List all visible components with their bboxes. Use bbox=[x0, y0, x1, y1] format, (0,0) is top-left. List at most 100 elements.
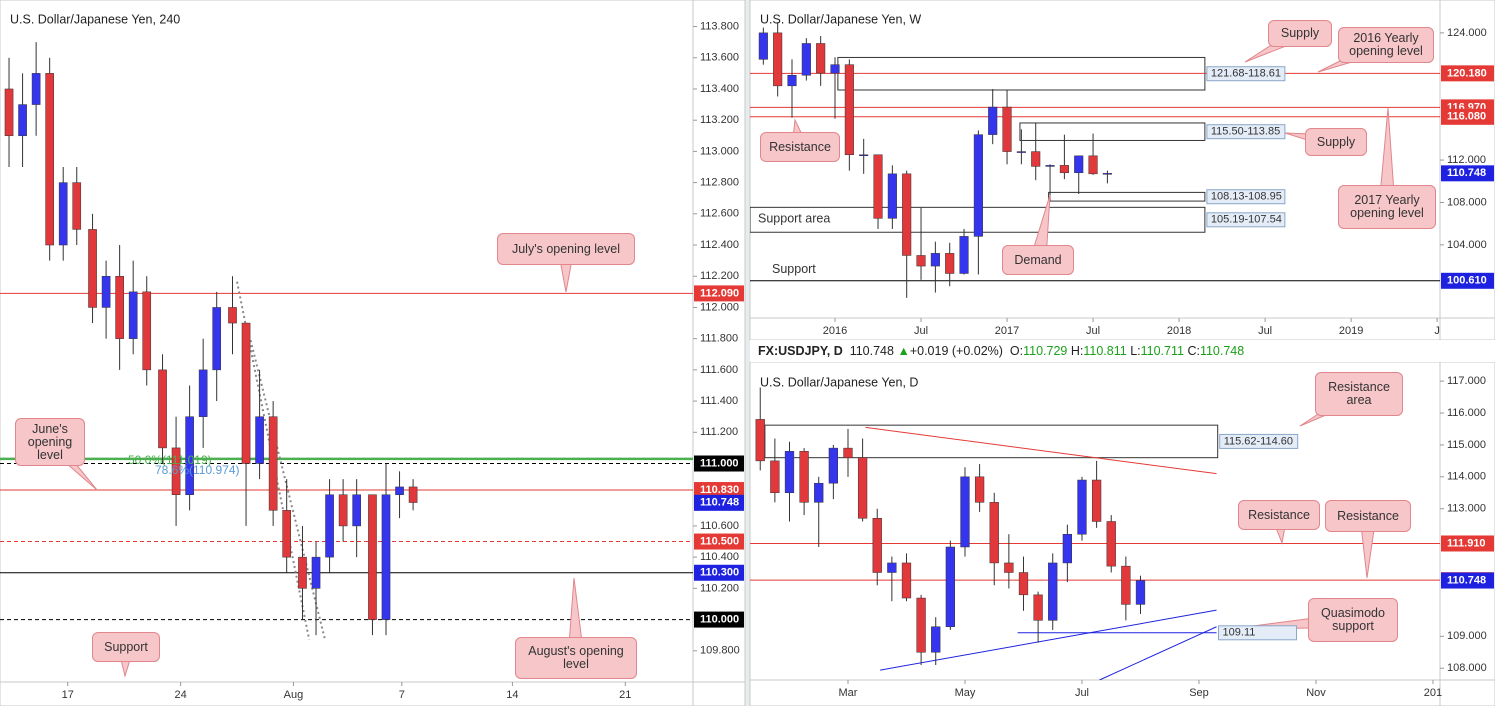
price-label bbox=[1441, 165, 1494, 182]
y-tick-label: 112.000 bbox=[700, 301, 739, 313]
y-tick-label: 112.200 bbox=[700, 270, 739, 282]
price-label-text: 120.180 bbox=[1447, 67, 1487, 79]
price-label bbox=[694, 533, 744, 550]
candle-body bbox=[395, 486, 404, 495]
candle-body bbox=[31, 73, 41, 105]
y-tick-label: 110.400 bbox=[700, 551, 739, 563]
price-label-text: 110.748 bbox=[700, 497, 739, 509]
x-tick-label: 2018 bbox=[1167, 325, 1191, 337]
zone-name: Support area bbox=[758, 212, 830, 226]
candle-body bbox=[45, 73, 54, 246]
l-label: L: bbox=[1130, 344, 1141, 358]
x-tick-label: 2016 bbox=[823, 325, 847, 337]
price-label-text: 110.830 bbox=[700, 484, 739, 496]
candle-body bbox=[828, 447, 838, 484]
zone bbox=[1048, 191, 1206, 202]
candle-body bbox=[1048, 562, 1058, 621]
zone-label-box bbox=[1206, 212, 1286, 228]
candle-body bbox=[799, 451, 809, 503]
candle-body bbox=[1106, 521, 1116, 567]
candle-body bbox=[843, 447, 853, 458]
candle-body bbox=[255, 416, 264, 464]
candle-body bbox=[945, 546, 955, 627]
candle-body bbox=[1031, 151, 1041, 167]
candle-body bbox=[814, 482, 824, 503]
zone-label-box bbox=[1206, 66, 1286, 82]
candle-body bbox=[142, 291, 152, 371]
candle-body bbox=[88, 229, 97, 308]
candle-body bbox=[352, 494, 361, 527]
plot: 50.0%(111.019)78.6%(110.974) bbox=[0, 42, 693, 641]
h-label: H: bbox=[1070, 344, 1084, 358]
price-label-text: 110.300 bbox=[700, 567, 739, 579]
y-tick-label: 110.600 bbox=[700, 520, 739, 532]
x-tick-label: May bbox=[955, 687, 976, 699]
price-label-text: 111.910 bbox=[1447, 537, 1486, 549]
trend-line bbox=[249, 339, 327, 641]
price-label-text: 110.748 bbox=[1447, 167, 1486, 179]
y-tick-label: 114.000 bbox=[1447, 471, 1486, 483]
candle-body bbox=[212, 307, 222, 371]
axes: 113.800 113.600 113.400 113.200 113.000 112.8… bbox=[62, 20, 744, 701]
candle-body bbox=[1121, 565, 1131, 605]
zone-label: 109.11 bbox=[1223, 627, 1256, 639]
x-tick-label: 14 bbox=[506, 689, 518, 701]
candle-body bbox=[844, 64, 854, 156]
candle-body bbox=[1059, 165, 1069, 174]
candle-body bbox=[758, 32, 768, 60]
candle-body bbox=[1088, 155, 1098, 175]
y-tick-label: 112.000 bbox=[1447, 154, 1486, 166]
y-tick-label: 124.000 bbox=[1447, 27, 1487, 39]
price-label bbox=[1441, 65, 1494, 82]
candle-body bbox=[859, 154, 869, 157]
y-tick-label: 113.400 bbox=[700, 83, 739, 95]
candle-body bbox=[930, 253, 940, 267]
callout: July's opening level bbox=[497, 233, 635, 265]
c-label: C: bbox=[1187, 344, 1200, 358]
candle-body bbox=[1077, 479, 1087, 535]
price-label-text: 110.500 bbox=[700, 535, 739, 547]
chart-title: U.S. Dollar/Japanese Yen, W bbox=[760, 12, 921, 26]
y-tick-label: 110.200 bbox=[700, 582, 739, 594]
candle-body bbox=[228, 307, 237, 324]
candle-body bbox=[298, 556, 307, 589]
price-label bbox=[1441, 272, 1494, 289]
symbol: FX:USDJPY, D bbox=[758, 344, 843, 358]
plot: Support area Support bbox=[750, 22, 1440, 298]
candle-body bbox=[887, 173, 897, 219]
y-tick-label: 115.000 bbox=[1447, 439, 1486, 451]
y-tick-label: 109.000 bbox=[1447, 630, 1487, 642]
price-label-text: 100.610 bbox=[1447, 275, 1487, 287]
y-tick-label: 113.200 bbox=[700, 114, 739, 126]
candle-body bbox=[4, 88, 14, 137]
candle-body bbox=[816, 43, 826, 74]
candle-body bbox=[787, 75, 797, 87]
price-label bbox=[694, 482, 744, 499]
candle-body bbox=[1091, 479, 1102, 522]
y-tick-label: 113.000 bbox=[700, 145, 739, 157]
o-label: O: bbox=[1009, 344, 1024, 358]
zone-label: 121.68-118.61 bbox=[1211, 68, 1281, 80]
candle-body bbox=[1135, 580, 1146, 605]
y-tick-label: 108.000 bbox=[1447, 662, 1487, 674]
candle-body bbox=[873, 154, 883, 219]
callout: Resistance area bbox=[1315, 372, 1403, 416]
y-tick-label: 111.800 bbox=[700, 333, 738, 345]
candle-body bbox=[959, 236, 969, 274]
y-tick-label: 111.400 bbox=[700, 395, 738, 407]
candle-body bbox=[945, 253, 955, 274]
candle-body bbox=[773, 32, 783, 87]
y-tick-label: 112.600 bbox=[700, 208, 739, 220]
candle-body bbox=[1002, 106, 1012, 152]
candle-body bbox=[1045, 165, 1055, 167]
candle-body bbox=[960, 476, 970, 548]
price-label bbox=[1441, 572, 1494, 589]
x-tick-label: 2019 bbox=[1339, 325, 1363, 337]
candle-body bbox=[1033, 594, 1043, 621]
x-tick-label: 201 bbox=[1424, 687, 1442, 699]
trend-line bbox=[1099, 626, 1217, 680]
callout: Resistance bbox=[1325, 500, 1411, 532]
x-tick-label: 24 bbox=[174, 689, 186, 701]
